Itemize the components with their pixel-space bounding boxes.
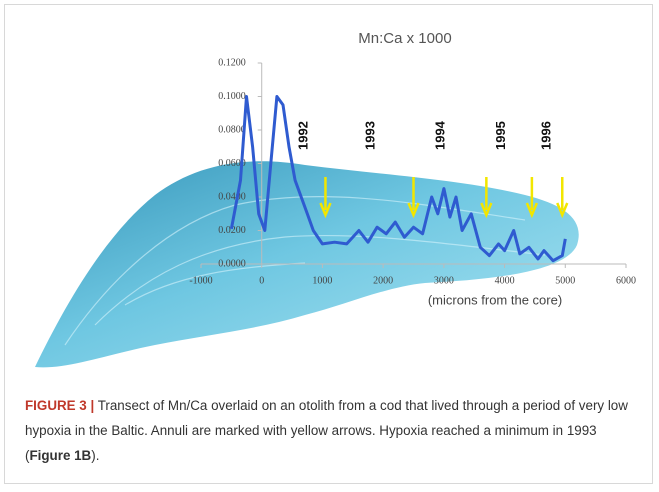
y-tick-label: 0.0800 [218, 124, 246, 135]
x-axis-label: (microns from the core) [428, 292, 562, 307]
y-tick-label: 0.0200 [218, 225, 246, 236]
annulus-arrow [525, 177, 539, 219]
x-tick-label: 2000 [373, 275, 393, 286]
year-label: 1995 [493, 121, 508, 150]
x-tick-label: 1000 [312, 275, 332, 286]
year-label: 1992 [296, 121, 311, 150]
y-tick-label: 0.1200 [218, 57, 246, 68]
chart-title: Mn:Ca x 1000 [358, 30, 451, 47]
caption-end: ). [91, 448, 100, 463]
annulus-arrow [407, 177, 420, 219]
x-tick-label: 5000 [555, 275, 575, 286]
caption-text: Transect of Mn/Ca overlaid on an otolith… [25, 398, 628, 463]
caption-label: FIGURE 3 | [25, 398, 95, 413]
year-label: 1993 [362, 121, 377, 150]
caption: FIGURE 3 | Transect of Mn/Ca overlaid on… [25, 393, 645, 468]
y-tick-label: 0.1000 [218, 91, 246, 102]
data-line [229, 95, 567, 263]
year-label: 1994 [432, 120, 447, 150]
y-tick-label: 0.0600 [218, 158, 246, 169]
chart: Mn:Ca x 1000 (microns from the core) 0.0… [35, 30, 636, 368]
annulus-arrow [319, 177, 332, 219]
x-tick-label: 4000 [495, 275, 515, 286]
x-tick-label: 6000 [616, 275, 636, 286]
figure: Mn:Ca x 1000 (microns from the core) 0.0… [4, 4, 653, 484]
caption-ref: Figure 1B [29, 448, 92, 463]
x-tick-label: -1000 [189, 275, 212, 286]
annulus-arrow [556, 177, 569, 219]
x-tick-label: 0 [259, 275, 264, 286]
y-tick-label: 0.0000 [218, 258, 246, 269]
x-tick-label: 3000 [434, 275, 454, 286]
year-label: 1996 [539, 121, 554, 150]
annulus-arrow [480, 177, 493, 219]
y-tick-label: 0.0400 [218, 191, 246, 202]
